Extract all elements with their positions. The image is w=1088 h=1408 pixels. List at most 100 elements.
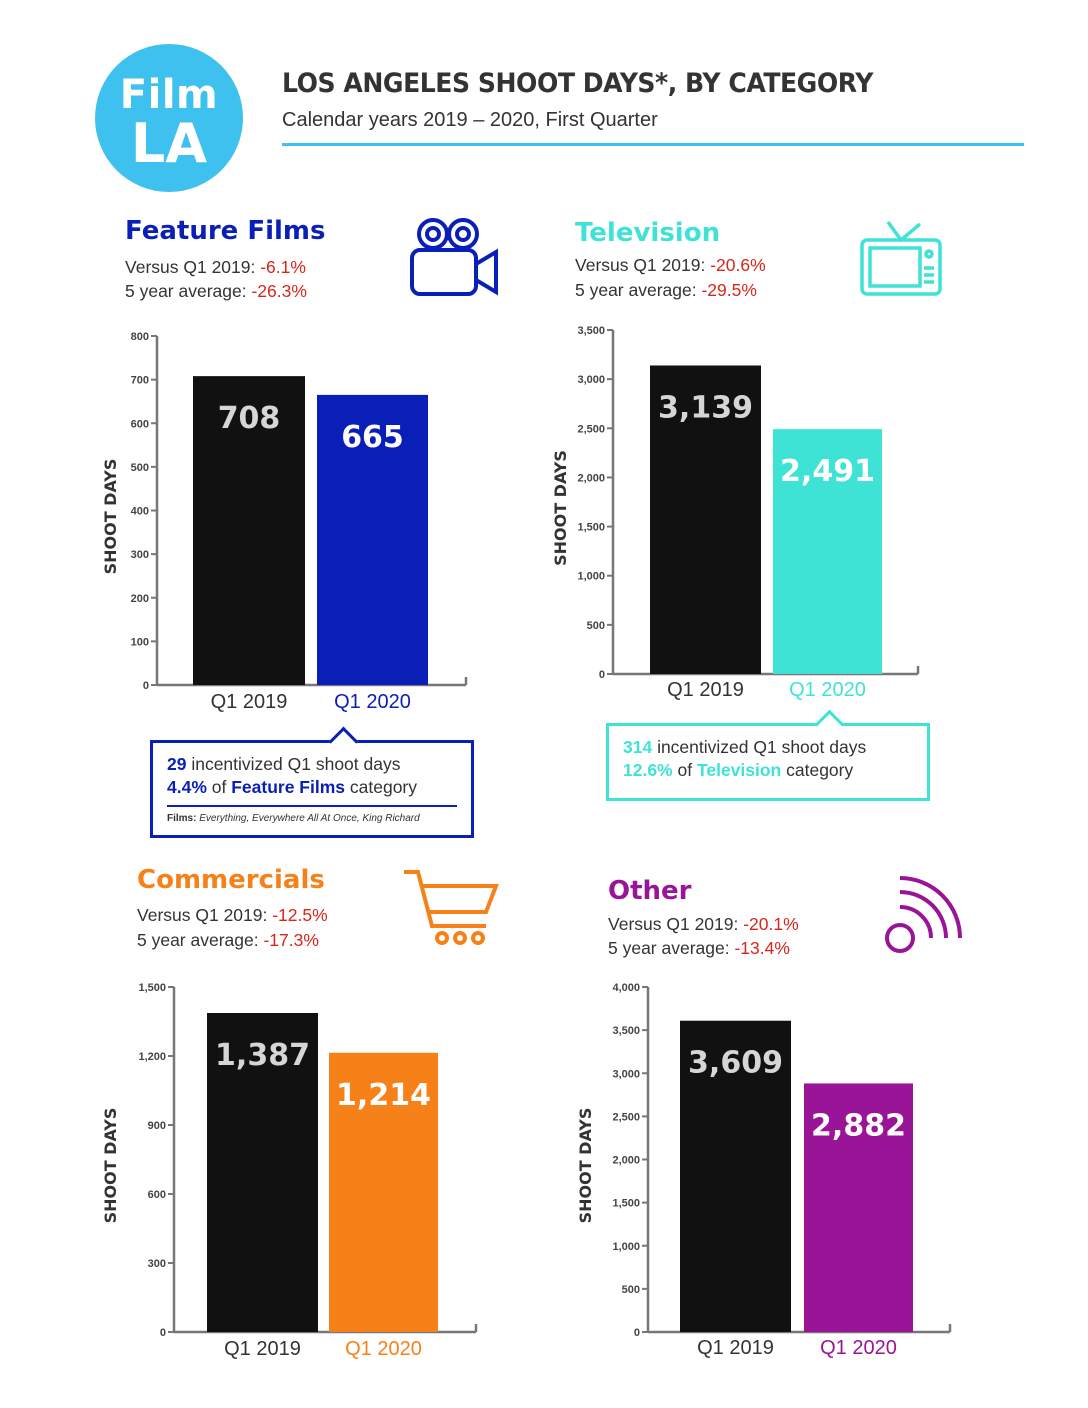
- feature-category-label: Q1 2020: [334, 691, 411, 713]
- television-bar-1: [650, 365, 761, 674]
- feature-bar-1: [193, 376, 305, 685]
- feature-y-axis-label: SHOOT DAYS: [101, 459, 120, 575]
- television-ytick-label: 0: [599, 669, 605, 681]
- other-category-label: Q1 2019: [697, 1337, 774, 1359]
- logo-line-1: Film: [119, 72, 219, 118]
- feature-stat-versus: Versus Q1 2019: -6.1%: [125, 257, 306, 278]
- commercials-bar-2: [329, 1052, 438, 1332]
- other-bar-1: [680, 1020, 791, 1332]
- commercials-bar-value-label: 1,387: [215, 1038, 310, 1073]
- logo-line-2: LA: [130, 112, 208, 175]
- commercials-stat-average-label: 5 year average:: [137, 930, 264, 950]
- feature-callout-films: Films: Everything, Everywhere All At Onc…: [167, 805, 457, 824]
- commercials-stat-versus-label: Versus Q1 2019:: [137, 905, 273, 925]
- television-ytick-label: 2,500: [577, 423, 605, 435]
- feature-title: Feature Films: [125, 216, 326, 246]
- commercials-stat-average: 5 year average: -17.3%: [137, 930, 319, 951]
- commercials-bar-1: [207, 1012, 318, 1332]
- television-callout-line1: 314 incentivized Q1 shoot days: [623, 736, 913, 759]
- television-ytick-label: 1,500: [577, 522, 605, 534]
- television-stat-versus-value: -20.6%: [710, 255, 766, 275]
- feature-callout-count-text: incentivized Q1 shoot days: [186, 754, 401, 774]
- other-title: Other: [608, 876, 692, 906]
- television-category-label: Q1 2020: [789, 679, 866, 701]
- other-ytick-label: 2,000: [612, 1155, 640, 1167]
- commercials-category-label: Q1 2020: [345, 1338, 422, 1360]
- other-category-label: Q1 2020: [820, 1337, 897, 1359]
- other-ytick-label: 3,500: [612, 1025, 640, 1037]
- feature-category-label: Q1 2019: [211, 691, 288, 713]
- feature-bar-value-label: 665: [341, 420, 404, 455]
- feature-callout-line1: 29 incentivized Q1 shoot days: [167, 753, 457, 776]
- feature-stat-average-value: -26.3%: [251, 281, 307, 301]
- television-callout-notch: [814, 709, 845, 740]
- television-callout-of: of: [672, 760, 697, 780]
- other-ytick-label: 1,500: [612, 1198, 640, 1210]
- feature-ytick-label: 200: [131, 593, 149, 605]
- television-y-axis-label: SHOOT DAYS: [551, 450, 570, 566]
- television-stat-average: 5 year average: -29.5%: [575, 280, 757, 301]
- television-bar-value-label: 3,139: [658, 390, 753, 425]
- other-bar-value-label: 3,609: [688, 1046, 783, 1081]
- television-callout-pct: 12.6%: [623, 760, 673, 780]
- subtitle-quarter: First Quarter: [545, 109, 658, 131]
- television-category-label: Q1 2019: [667, 679, 744, 701]
- other-bar-2: [804, 1083, 913, 1332]
- television-stat-average-value: -29.5%: [701, 280, 757, 300]
- filmla-logo: Film LA: [95, 44, 243, 192]
- television-ytick-label: 3,500: [577, 325, 605, 337]
- other-bar-value-label: 2,882: [811, 1108, 906, 1143]
- feature-callout: 29 incentivized Q1 shoot days 4.4% of Fe…: [150, 726, 474, 838]
- feature-callout-pct: 4.4%: [167, 777, 207, 797]
- feature-stat-versus-label: Versus Q1 2019:: [125, 257, 261, 277]
- television-callout-count-text: incentivized Q1 shoot days: [652, 737, 867, 757]
- subtitle-years: Calendar years 2019 – 2020,: [282, 109, 546, 131]
- feature-bar-value-label: 708: [218, 401, 281, 436]
- television-ytick-label: 500: [587, 620, 605, 632]
- other-ytick-label: 500: [622, 1284, 640, 1296]
- television-bar-2: [773, 429, 882, 674]
- page-subtitle: Calendar years 2019 – 2020, First Quarte…: [282, 109, 658, 132]
- other-stat-average: 5 year average: -13.4%: [608, 938, 790, 959]
- feature-stat-average: 5 year average: -26.3%: [125, 281, 307, 302]
- feature-callout-count: 29: [167, 754, 187, 774]
- commercials-bar-value-label: 1,214: [336, 1078, 431, 1113]
- television-callout-category: Television: [696, 760, 782, 780]
- commercials-category-label: Q1 2019: [224, 1338, 301, 1360]
- feature-ytick-label: 400: [131, 506, 149, 518]
- feature-callout-category: Feature Films: [231, 777, 346, 797]
- television-ytick-label: 2,000: [577, 472, 605, 484]
- television-ytick-label: 1,000: [577, 571, 605, 583]
- feature-ytick-label: 300: [131, 549, 149, 561]
- other-ytick-label: 3,000: [612, 1068, 640, 1080]
- television-stat-versus: Versus Q1 2019: -20.6%: [575, 255, 766, 276]
- television-callout-count: 314: [623, 737, 653, 757]
- other-ytick-label: 4,000: [612, 982, 640, 994]
- other-stat-versus: Versus Q1 2019: -20.1%: [608, 914, 799, 935]
- feature-bar-2: [317, 394, 428, 685]
- commercials-ytick-label: 1,500: [138, 982, 166, 994]
- other-stat-average-value: -13.4%: [734, 938, 790, 958]
- feature-ytick-label: 100: [131, 636, 149, 648]
- feature-ytick-label: 800: [131, 331, 149, 343]
- shopping-cart-icon: [404, 870, 499, 945]
- feature-callout-notch: [328, 726, 359, 757]
- other-y-axis-label: SHOOT DAYS: [576, 1108, 595, 1224]
- commercials-ytick-label: 600: [148, 1189, 166, 1201]
- feature-ytick-label: 700: [131, 375, 149, 387]
- tv-icon: [860, 220, 942, 296]
- feature-callout-films-text: Everything, Everywhere All At Once, King…: [196, 813, 420, 824]
- other-ytick-label: 0: [634, 1327, 640, 1339]
- feature-callout-of: of: [206, 777, 232, 797]
- television-title: Television: [575, 218, 721, 248]
- feature-ytick-label: 0: [143, 680, 149, 692]
- signal-icon: [885, 876, 962, 953]
- feature-stat-average-label: 5 year average:: [125, 281, 252, 301]
- television-stat-versus-label: Versus Q1 2019:: [575, 255, 711, 275]
- feature-ytick-label: 600: [131, 418, 149, 430]
- television-bar-value-label: 2,491: [780, 454, 875, 489]
- commercials-ytick-label: 900: [148, 1120, 166, 1132]
